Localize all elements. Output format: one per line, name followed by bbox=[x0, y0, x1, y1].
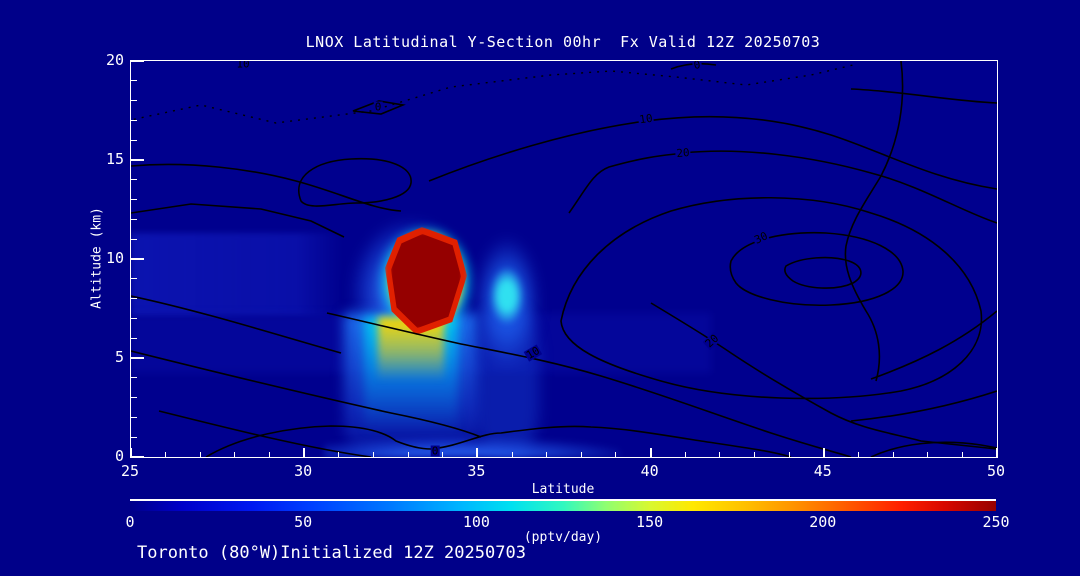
colorbar-tick-label: 100 bbox=[462, 513, 490, 531]
x-tick bbox=[719, 452, 721, 457]
y-tick-label: 0 bbox=[114, 447, 124, 465]
y-tick bbox=[131, 179, 137, 181]
x-tick bbox=[165, 452, 167, 457]
x-axis-label: Latitude bbox=[531, 482, 595, 497]
x-tick-label: 25 bbox=[120, 462, 140, 480]
y-tick bbox=[131, 416, 137, 418]
x-tick bbox=[476, 448, 479, 457]
y-axis-label: Altitude (km) bbox=[89, 207, 105, 309]
y-tick bbox=[131, 119, 137, 121]
weak-left-band bbox=[131, 233, 343, 315]
y-tick bbox=[131, 456, 144, 457]
y-tick bbox=[131, 199, 137, 201]
contour-lines-overlay bbox=[131, 61, 997, 457]
colorbar bbox=[130, 499, 996, 511]
x-tick bbox=[788, 452, 790, 457]
y-tick bbox=[131, 80, 137, 82]
contour-label: 0 bbox=[373, 100, 383, 114]
x-tick bbox=[892, 452, 894, 457]
x-tick bbox=[372, 452, 374, 457]
x-tick bbox=[269, 452, 271, 457]
x-tick bbox=[615, 452, 617, 457]
colorbar-tick-label: 200 bbox=[809, 513, 837, 531]
y-tick bbox=[131, 397, 137, 399]
colorbar-tick-label: 150 bbox=[636, 513, 664, 531]
y-tick bbox=[131, 377, 137, 379]
contour-label: 10 bbox=[637, 111, 655, 127]
x-tick-label: 50 bbox=[986, 462, 1006, 480]
contour-label: 0 bbox=[691, 61, 703, 72]
x-tick bbox=[303, 448, 306, 457]
footer-init-text: Toronto (80°W)Initialized 12Z 20250703 bbox=[137, 543, 526, 563]
y-tick bbox=[131, 337, 137, 339]
x-tick-label: 30 bbox=[294, 462, 313, 480]
y-tick bbox=[131, 298, 137, 300]
y-tick bbox=[131, 258, 144, 260]
x-tick bbox=[580, 452, 582, 457]
y-tick bbox=[131, 317, 137, 319]
colorbar-tick-label: 50 bbox=[294, 513, 313, 531]
surface-max-red-core bbox=[387, 446, 457, 457]
x-tick bbox=[857, 452, 859, 457]
secondary-max-cyan-spot bbox=[485, 259, 529, 333]
x-tick bbox=[131, 448, 132, 457]
colorbar-tick-label: 250 bbox=[982, 513, 1010, 531]
y-tick bbox=[131, 218, 137, 220]
filled-contour-field: 10 0 0 10 20 30 20 10 0 bbox=[131, 61, 997, 457]
x-tick bbox=[961, 452, 963, 457]
x-tick bbox=[511, 452, 513, 457]
x-tick bbox=[234, 452, 236, 457]
x-tick bbox=[199, 452, 201, 457]
x-tick-label: 45 bbox=[813, 462, 832, 480]
y-tick bbox=[131, 357, 144, 359]
x-tick bbox=[822, 448, 825, 457]
y-tick bbox=[131, 61, 144, 62]
y-tick-label: 20 bbox=[105, 51, 124, 69]
x-tick bbox=[996, 448, 997, 457]
x-tick bbox=[442, 452, 444, 457]
surface-secondary-cyan bbox=[481, 443, 535, 457]
plot-area: 10 0 0 10 20 30 20 10 0 bbox=[130, 60, 998, 458]
colorbar-unit-label: (pptv/day) bbox=[523, 530, 603, 545]
x-tick bbox=[338, 452, 340, 457]
y-tick-label: 5 bbox=[114, 348, 124, 366]
x-tick-label: 40 bbox=[640, 462, 659, 480]
y-tick bbox=[131, 159, 144, 161]
x-tick bbox=[407, 452, 409, 457]
x-tick bbox=[546, 452, 548, 457]
chart-title: LNOX Latitudinal Y-Section 00hr Fx Valid… bbox=[305, 33, 821, 51]
surface-secondary-blue bbox=[547, 440, 663, 457]
x-tick bbox=[684, 452, 686, 457]
y-tick-label: 15 bbox=[105, 150, 124, 168]
contour-label: 10 bbox=[235, 61, 251, 70]
contour-label: 0 bbox=[430, 444, 440, 457]
x-tick bbox=[649, 448, 652, 457]
primary-max-dark-core bbox=[391, 234, 461, 328]
x-tick bbox=[754, 452, 756, 457]
y-tick bbox=[131, 100, 137, 102]
y-tick bbox=[131, 278, 137, 280]
y-tick bbox=[131, 139, 137, 141]
colorbar-tick-label: 0 bbox=[125, 513, 135, 531]
x-tick bbox=[927, 452, 929, 457]
y-tick-label: 10 bbox=[105, 249, 124, 267]
y-tick bbox=[131, 436, 137, 438]
y-tick bbox=[131, 238, 137, 240]
x-tick-label: 35 bbox=[467, 462, 486, 480]
contour-label: 20 bbox=[674, 145, 692, 161]
